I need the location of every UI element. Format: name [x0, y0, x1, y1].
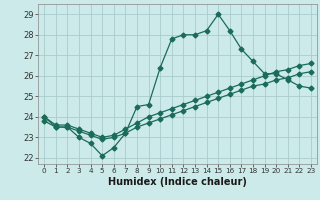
- X-axis label: Humidex (Indice chaleur): Humidex (Indice chaleur): [108, 177, 247, 187]
